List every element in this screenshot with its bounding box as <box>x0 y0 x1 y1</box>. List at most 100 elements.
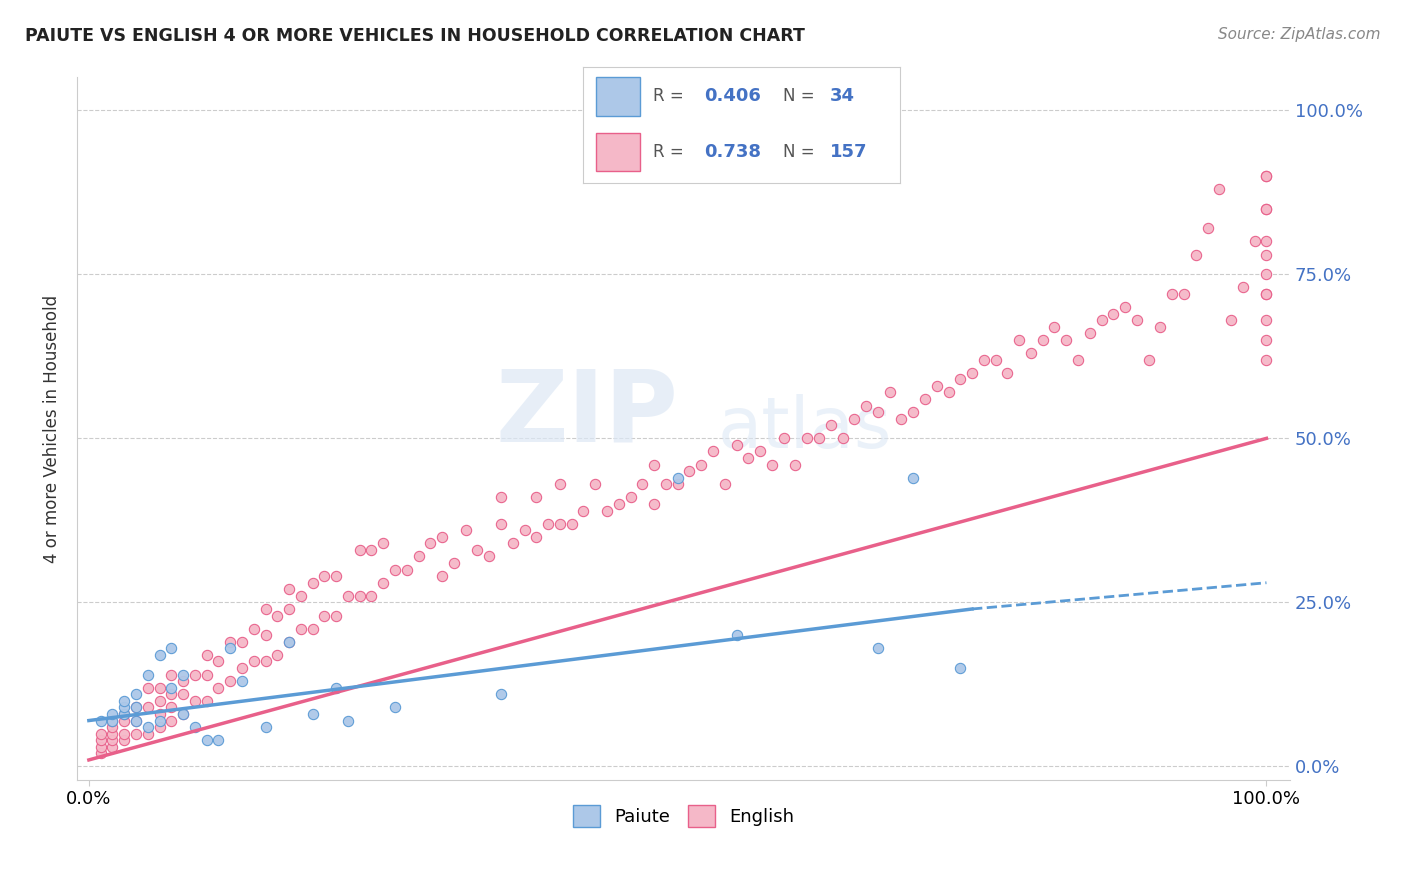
Point <box>112 714 135 728</box>
Point <box>785 458 807 472</box>
Point <box>855 399 877 413</box>
Point <box>384 563 406 577</box>
Point <box>207 681 229 695</box>
Point <box>101 720 124 734</box>
Point <box>373 575 395 590</box>
Point <box>336 589 359 603</box>
Point <box>290 589 312 603</box>
Text: atlas: atlas <box>717 394 891 463</box>
Point <box>301 575 323 590</box>
Point <box>807 431 830 445</box>
Point <box>148 694 170 708</box>
Y-axis label: 4 or more Vehicles in Household: 4 or more Vehicles in Household <box>44 294 60 563</box>
Point <box>844 411 866 425</box>
Point <box>761 458 783 472</box>
Point <box>384 700 406 714</box>
Point <box>125 714 148 728</box>
Point <box>172 687 194 701</box>
Point <box>148 648 170 662</box>
Point <box>266 648 288 662</box>
Point <box>1232 280 1254 294</box>
Point <box>1256 169 1278 183</box>
Point <box>231 674 253 689</box>
Point <box>1054 333 1077 347</box>
Point <box>1032 333 1054 347</box>
Point <box>90 733 112 747</box>
Bar <box>596 133 641 171</box>
Text: PAIUTE VS ENGLISH 4 OR MORE VEHICLES IN HOUSEHOLD CORRELATION CHART: PAIUTE VS ENGLISH 4 OR MORE VEHICLES IN … <box>25 27 806 45</box>
Point <box>1208 182 1230 196</box>
Point <box>408 549 430 564</box>
Point <box>266 608 288 623</box>
Point <box>195 667 218 681</box>
Text: R =: R = <box>652 143 689 161</box>
Point <box>1043 319 1066 334</box>
Point <box>866 641 889 656</box>
Point <box>101 733 124 747</box>
Point <box>572 503 595 517</box>
Point <box>643 458 665 472</box>
Point <box>195 648 218 662</box>
Point <box>148 720 170 734</box>
Point <box>725 628 748 642</box>
Point <box>195 733 218 747</box>
Point <box>1256 169 1278 183</box>
Point <box>1256 202 1278 216</box>
Point <box>1197 221 1219 235</box>
Point <box>467 543 489 558</box>
Point <box>125 687 148 701</box>
Point <box>879 385 901 400</box>
Point <box>290 622 312 636</box>
Point <box>995 366 1018 380</box>
Point <box>737 451 759 466</box>
Point <box>583 477 606 491</box>
Point <box>949 661 972 675</box>
Point <box>136 700 159 714</box>
Point <box>254 628 277 642</box>
Point <box>914 392 936 406</box>
Point <box>112 700 135 714</box>
Point <box>524 491 547 505</box>
Point <box>112 727 135 741</box>
Point <box>90 739 112 754</box>
Point <box>172 706 194 721</box>
Point <box>631 477 654 491</box>
Point <box>1137 352 1160 367</box>
Point <box>373 536 395 550</box>
Point <box>430 530 453 544</box>
Point <box>1008 333 1031 347</box>
Point <box>1126 313 1149 327</box>
Point <box>1091 313 1114 327</box>
Point <box>454 523 477 537</box>
Point <box>596 503 619 517</box>
Point <box>136 727 159 741</box>
Bar <box>596 78 641 116</box>
Point <box>619 491 641 505</box>
Text: 0.738: 0.738 <box>704 143 761 161</box>
Point <box>548 477 571 491</box>
Point <box>960 366 983 380</box>
Point <box>973 352 995 367</box>
Point <box>125 700 148 714</box>
Text: 157: 157 <box>830 143 868 161</box>
Point <box>301 622 323 636</box>
Point <box>537 516 560 531</box>
Point <box>1256 287 1278 301</box>
Point <box>136 681 159 695</box>
Point <box>513 523 536 537</box>
Point <box>1173 287 1195 301</box>
Text: Source: ZipAtlas.com: Source: ZipAtlas.com <box>1218 27 1381 42</box>
Point <box>160 700 183 714</box>
Point <box>336 714 359 728</box>
Point <box>112 706 135 721</box>
Point <box>112 694 135 708</box>
Point <box>125 700 148 714</box>
Point <box>1256 247 1278 261</box>
Point <box>666 477 689 491</box>
Point <box>1078 326 1101 341</box>
Text: R =: R = <box>652 87 689 105</box>
Point <box>1256 313 1278 327</box>
Point <box>160 641 183 656</box>
Point <box>314 569 336 583</box>
Point <box>713 477 735 491</box>
